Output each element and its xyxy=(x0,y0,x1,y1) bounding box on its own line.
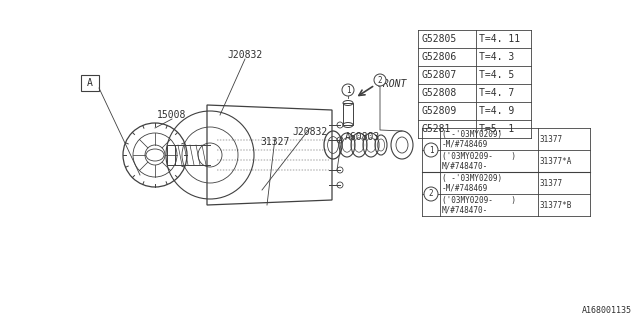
Text: 1: 1 xyxy=(429,146,433,155)
Text: G52805: G52805 xyxy=(421,34,456,44)
Text: T=4. 7: T=4. 7 xyxy=(479,88,515,98)
Text: 2: 2 xyxy=(378,76,382,84)
Text: FRONT: FRONT xyxy=(378,79,408,89)
Circle shape xyxy=(424,143,438,157)
Text: A: A xyxy=(87,78,93,88)
Text: 31327: 31327 xyxy=(260,137,290,147)
Circle shape xyxy=(374,74,386,86)
Circle shape xyxy=(342,84,354,96)
Text: T=4. 3: T=4. 3 xyxy=(479,52,515,62)
Text: 31377: 31377 xyxy=(540,179,563,188)
Circle shape xyxy=(424,187,438,201)
Text: T=4. 11: T=4. 11 xyxy=(479,34,520,44)
Text: 31377: 31377 xyxy=(540,134,563,143)
Text: A168001135: A168001135 xyxy=(582,306,632,315)
Text: -M/#748469: -M/#748469 xyxy=(442,183,488,193)
Text: 1: 1 xyxy=(346,85,350,94)
Text: ( -'03MY0209): ( -'03MY0209) xyxy=(442,173,502,182)
Text: T=5. 1: T=5. 1 xyxy=(479,124,515,134)
Text: ('03MY0209-    ): ('03MY0209- ) xyxy=(442,196,516,204)
Text: ('03MY0209-    ): ('03MY0209- ) xyxy=(442,151,516,161)
Text: J20832: J20832 xyxy=(227,50,262,60)
Bar xyxy=(167,145,175,165)
Text: M/#748470-: M/#748470- xyxy=(442,205,488,214)
Text: G52809: G52809 xyxy=(421,106,456,116)
Text: A60803: A60803 xyxy=(345,132,380,142)
Text: J20832: J20832 xyxy=(292,127,328,137)
Bar xyxy=(343,103,353,125)
Text: T=4. 9: T=4. 9 xyxy=(479,106,515,116)
Text: -M/#748469: -M/#748469 xyxy=(442,140,488,148)
Text: ( -'03MY0209): ( -'03MY0209) xyxy=(442,130,502,139)
Text: T=4. 5: T=4. 5 xyxy=(479,70,515,80)
Text: G52806: G52806 xyxy=(421,52,456,62)
Text: G5281: G5281 xyxy=(421,124,451,134)
Text: M/#748470-: M/#748470- xyxy=(442,162,488,171)
Text: 31377*A: 31377*A xyxy=(540,156,572,165)
Text: G52807: G52807 xyxy=(421,70,456,80)
Text: 31377*B: 31377*B xyxy=(540,201,572,210)
Text: G52808: G52808 xyxy=(421,88,456,98)
Text: 2: 2 xyxy=(429,189,433,198)
Text: 15008: 15008 xyxy=(157,110,187,120)
